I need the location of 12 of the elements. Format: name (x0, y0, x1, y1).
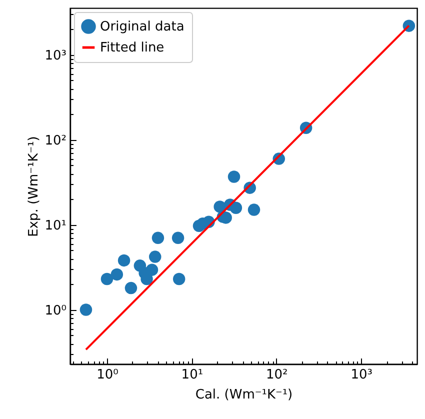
y-tick-label: 10² (44, 133, 66, 148)
y-axis-title: Exp. (Wm⁻¹K⁻¹) (26, 136, 42, 237)
y-tick-label: 10¹ (44, 218, 66, 234)
legend-label: Original data (100, 20, 184, 34)
x-tick-label: 10¹ (181, 368, 204, 382)
x-axis-title: Cal. (Wm⁻¹K⁻¹) (195, 388, 293, 402)
legend-label: Fitted line (100, 40, 164, 56)
y-tick-label: 10⁰ (44, 303, 66, 318)
x-tick-label: 10⁰ (96, 368, 118, 382)
x-tick-label: 10³ (350, 368, 372, 382)
x-tick-label: 10² (266, 368, 288, 382)
y-tick-label: 10³ (44, 48, 66, 64)
